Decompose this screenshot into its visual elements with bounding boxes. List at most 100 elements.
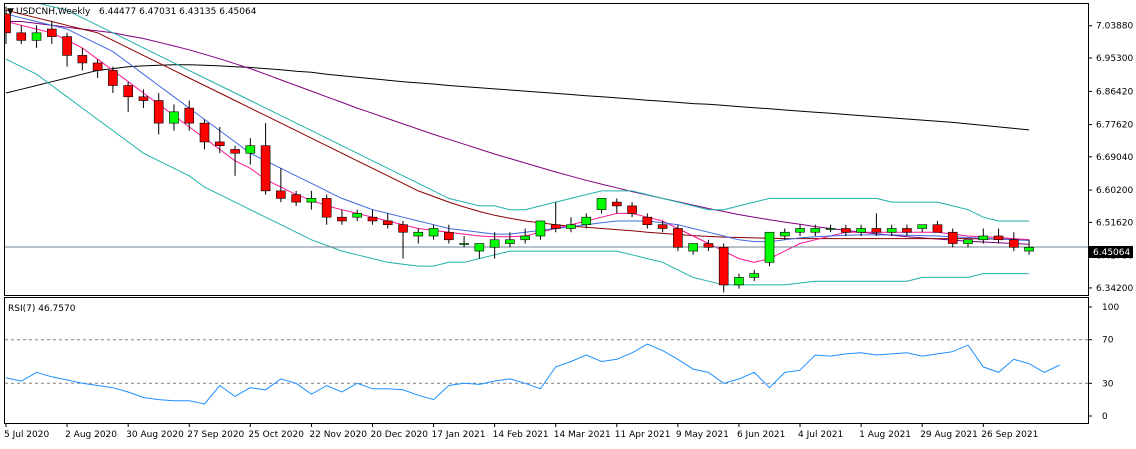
- candle[interactable]: [825, 224, 836, 233]
- candle[interactable]: [841, 224, 851, 237]
- candle[interactable]: [1009, 232, 1019, 252]
- candle[interactable]: [566, 217, 576, 233]
- candle[interactable]: [673, 224, 683, 252]
- price-tick-label: 6.60200: [1096, 186, 1133, 196]
- indicator-line-ma-fast[interactable]: [5, 21, 1030, 263]
- candle[interactable]: [718, 243, 729, 293]
- candle[interactable]: [62, 32, 72, 67]
- candle[interactable]: [902, 224, 912, 237]
- candle[interactable]: [947, 228, 958, 248]
- current-price-box: [1089, 246, 1133, 258]
- candle[interactable]: [108, 66, 118, 94]
- candle[interactable]: [535, 220, 546, 240]
- indicator-line-ma-50[interactable]: [5, 9, 1030, 241]
- candle[interactable]: [245, 138, 256, 165]
- price-pane-frame: [4, 3, 1089, 296]
- time-tick-label: 1 Aug 2021: [859, 430, 911, 440]
- candle[interactable]: [1024, 239, 1034, 255]
- candle[interactable]: [47, 21, 57, 45]
- time-tick-label: 30 Aug 2020: [126, 430, 184, 440]
- candle[interactable]: [428, 224, 439, 240]
- candle[interactable]: [520, 228, 530, 244]
- time-tick-label: 2 Aug 2020: [65, 430, 117, 440]
- candle[interactable]: [871, 213, 882, 237]
- time-tick-label: 17 Jan 2021: [432, 430, 486, 440]
- candle[interactable]: [963, 239, 973, 248]
- indicator-line-bb-upper[interactable]: [6, 0, 1030, 222]
- candle[interactable]: [627, 202, 637, 218]
- candle[interactable]: [749, 269, 760, 282]
- rsi-pane-frame: [4, 297, 1089, 424]
- candle[interactable]: [795, 224, 805, 237]
- indicator-line-ma-200[interactable]: [5, 64, 1030, 131]
- candle[interactable]: [611, 198, 622, 214]
- ohlc-header: 6.44477 6.47031 6.43135 6.45064: [99, 7, 257, 17]
- candle[interactable]: [932, 220, 943, 233]
- candle[interactable]: [703, 239, 714, 252]
- price-pane[interactable]: [2, 0, 1089, 293]
- time-tick-label: 9 May 2021: [676, 430, 729, 440]
- candle[interactable]: [550, 202, 561, 233]
- candle[interactable]: [153, 93, 164, 135]
- rsi-title: RSI(7) 46.7570: [8, 304, 76, 314]
- candle[interactable]: [474, 243, 485, 259]
- candle[interactable]: [459, 236, 469, 248]
- candle[interactable]: [642, 213, 653, 229]
- candle[interactable]: [31, 25, 42, 48]
- candle[interactable]: [398, 220, 408, 259]
- candle[interactable]: [260, 123, 271, 195]
- candle[interactable]: [382, 213, 393, 229]
- rsi-pane[interactable]: [5, 339, 1088, 405]
- candle[interactable]: [138, 89, 149, 109]
- candle[interactable]: [444, 224, 454, 244]
- candle[interactable]: [917, 224, 928, 233]
- candle[interactable]: [337, 209, 347, 225]
- candle[interactable]: [306, 190, 317, 210]
- price-tick-label: 6.77620: [1096, 121, 1133, 131]
- candle[interactable]: [367, 209, 378, 225]
- candle[interactable]: [276, 168, 286, 203]
- candle[interactable]: [779, 228, 790, 240]
- candle[interactable]: [2, 6, 11, 45]
- candle[interactable]: [230, 145, 240, 176]
- candle[interactable]: [169, 104, 179, 131]
- time-tick-label: 22 Nov 2020: [309, 430, 367, 440]
- candle[interactable]: [505, 232, 515, 248]
- candle[interactable]: [596, 198, 607, 214]
- candle[interactable]: [291, 190, 301, 206]
- candle[interactable]: [734, 273, 744, 289]
- candle[interactable]: [123, 81, 133, 112]
- candle[interactable]: [764, 231, 775, 267]
- candle[interactable]: [321, 194, 332, 225]
- candle[interactable]: [978, 228, 989, 244]
- candle[interactable]: [489, 232, 500, 259]
- candle[interactable]: [77, 47, 88, 71]
- candle[interactable]: [352, 209, 363, 221]
- candle[interactable]: [413, 228, 424, 244]
- candle[interactable]: [184, 100, 195, 131]
- rsi-tick-label: 30: [1102, 379, 1114, 389]
- candle[interactable]: [199, 119, 210, 150]
- candle[interactable]: [581, 213, 592, 229]
- indicator-line-bb-lower[interactable]: [5, 58, 1030, 286]
- candle[interactable]: [92, 59, 103, 78]
- time-tick-label: 6 Jun 2021: [737, 430, 785, 440]
- time-tick-label: 27 Sep 2020: [187, 430, 244, 440]
- candle[interactable]: [993, 228, 1004, 244]
- time-tick-label: 20 Dec 2020: [370, 430, 428, 440]
- candle[interactable]: [886, 224, 897, 237]
- rsi-tick-label: 70: [1102, 336, 1114, 346]
- candle[interactable]: [16, 25, 27, 45]
- candle[interactable]: [688, 243, 698, 255]
- candle[interactable]: [214, 126, 225, 154]
- price-tick-label: 6.34200: [1096, 284, 1133, 294]
- candle[interactable]: [856, 224, 866, 237]
- candle[interactable]: [657, 220, 668, 233]
- indicator-line-ma-mid[interactable]: [5, 13, 1030, 243]
- collapse-triangle-icon[interactable]: ▼: [7, 7, 14, 17]
- rsi-line[interactable]: [5, 343, 1060, 405]
- candle[interactable]: [810, 224, 821, 237]
- indicator-line-ma-100[interactable]: [6, 21, 1030, 245]
